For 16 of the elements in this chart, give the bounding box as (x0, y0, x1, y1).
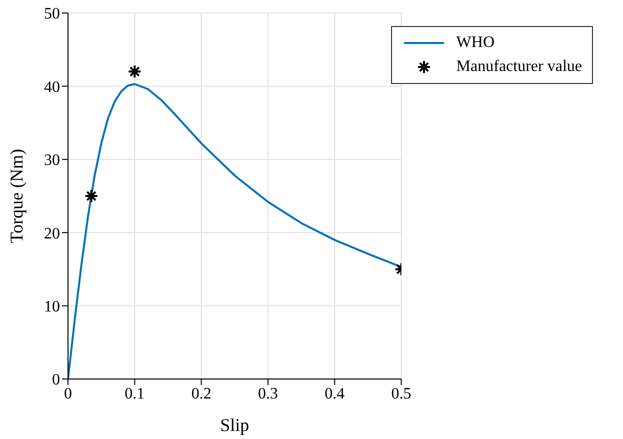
x-tick-label: 0.2 (191, 385, 212, 402)
y-tick-label: 20 (44, 225, 60, 242)
y-tick-label: 0 (52, 372, 60, 389)
x-tick-label: 0.5 (391, 385, 412, 402)
y-tick-label: 50 (44, 6, 60, 23)
x-tick-label: 0.4 (324, 385, 345, 402)
y-axis-title: Torque (Nm) (6, 148, 26, 244)
y-tick-label: 30 (44, 152, 60, 170)
y-tick-label: 10 (44, 298, 60, 316)
x-tick-label: 0.3 (258, 385, 278, 402)
y-tick-label: 40 (44, 78, 60, 96)
legend-label: WHO (456, 34, 494, 52)
legend-label: Manufacturer value (456, 58, 582, 76)
x-tick-label: 0 (64, 385, 72, 402)
x-tick-label: 0.1 (124, 385, 145, 402)
x-axis-title: Slip (220, 415, 250, 435)
